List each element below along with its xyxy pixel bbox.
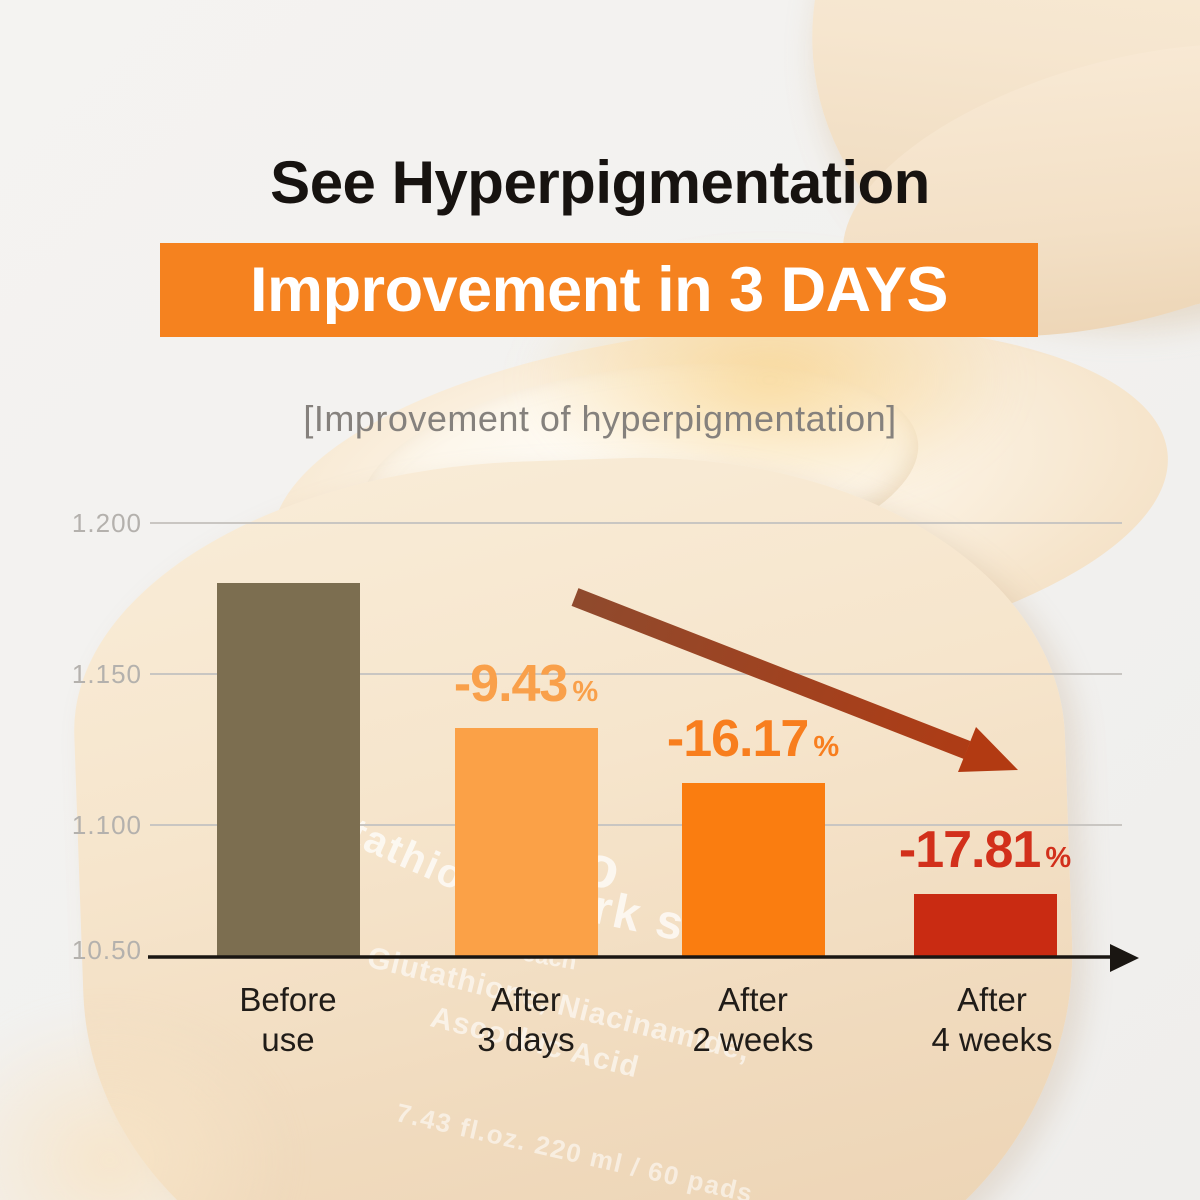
percent-sign: % [813,730,840,763]
percent-value: -9.43 [453,655,569,714]
category-label: After 2 weeks [692,981,814,1058]
bar-1 [216,583,360,956]
y-axis-tick-label: 1.100 [71,810,142,840]
percent-sign: % [572,676,599,709]
page-title: See Hyperpigmentation [270,149,930,216]
category-label: Before use [239,981,337,1058]
bar-value-label: -16.17% [603,709,903,769]
category-label: After 4 weeks [931,981,1053,1058]
y-axis-tick-label: 1.150 [71,659,142,689]
bar-value-label: -9.43% [376,654,676,714]
chart-title: [Improvement of hyperpigmentation] [303,398,897,439]
percent-value: -17.81 [898,821,1041,880]
highlight-banner: Improvement in 3 DAYS [160,243,1038,337]
highlight-banner-text: Improvement in 3 DAYS [250,255,948,325]
gridline [150,522,1122,524]
bar-2 [454,728,598,956]
gridline [150,824,1122,826]
category-label: After 3 days [477,981,575,1058]
percent-value: -16.17 [666,709,809,768]
bar-value-label: -17.81% [835,820,1135,880]
bar-3 [681,782,825,956]
bar-4 [913,894,1057,956]
y-axis-tick-label: 10.50 [71,935,142,965]
y-axis-tick-label: 1.200 [71,508,142,538]
percent-sign: % [1045,842,1072,875]
